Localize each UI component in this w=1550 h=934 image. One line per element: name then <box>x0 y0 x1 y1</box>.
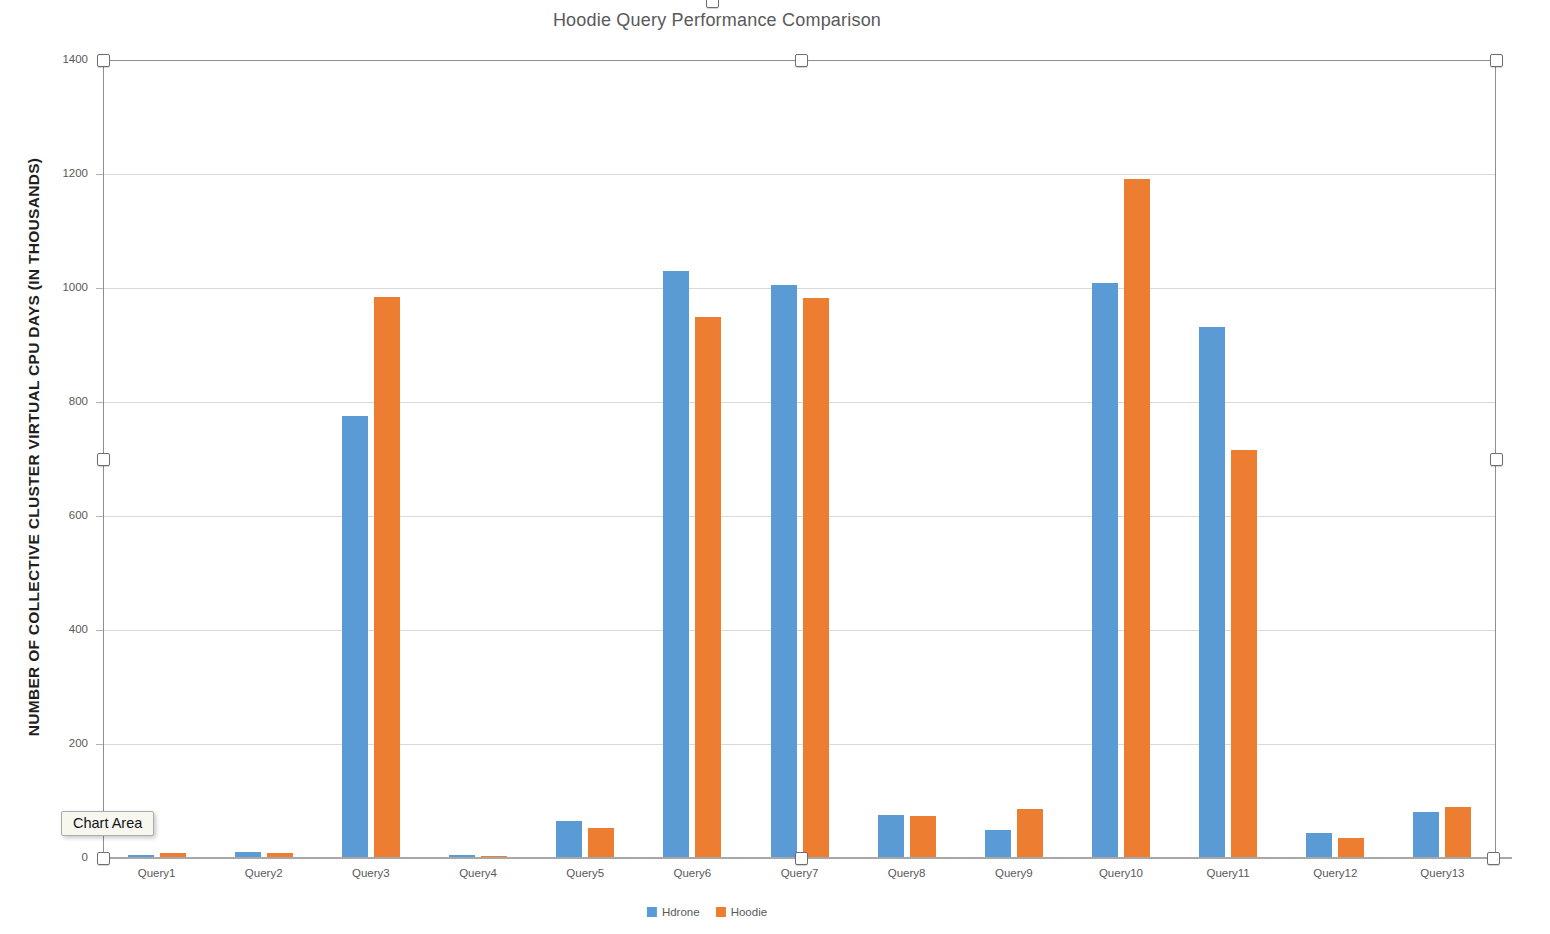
bar-hdrone-query10[interactable] <box>1092 283 1118 857</box>
bar-hoodie-query6[interactable] <box>695 317 721 858</box>
x-category-label-query11: Query11 <box>1175 867 1281 879</box>
y-tick-label-0: 0 <box>36 851 88 863</box>
bar-hdrone-query5[interactable] <box>556 821 582 857</box>
bar-hdrone-query8[interactable] <box>878 815 904 857</box>
gridline-400 <box>103 630 1496 631</box>
x-category-label-query1: Query1 <box>104 867 210 879</box>
bar-hdrone-query13[interactable] <box>1413 812 1439 857</box>
bar-hdrone-query9[interactable] <box>985 830 1011 857</box>
y-axis-title[interactable]: NUMBER OF COLLECTIVE CLUSTER VIRTUAL CPU… <box>25 158 43 737</box>
legend-item-hoodie[interactable]: Hoodie <box>716 906 767 918</box>
y-tick-label-1000: 1000 <box>36 281 88 293</box>
bar-hdrone-query6[interactable] <box>663 271 689 857</box>
bar-hoodie-query11[interactable] <box>1231 450 1257 857</box>
y-tick-mark-600 <box>96 516 103 517</box>
y-tick-label-1400: 1400 <box>36 53 88 65</box>
x-category-label-query8: Query8 <box>854 867 960 879</box>
bar-hoodie-query5[interactable] <box>588 828 614 857</box>
bar-hdrone-query12[interactable] <box>1306 833 1332 857</box>
bar-hoodie-query13[interactable] <box>1445 807 1471 857</box>
x-category-label-query4: Query4 <box>425 867 531 879</box>
chart-area-tooltip: Chart Area <box>61 811 154 836</box>
bar-hoodie-query12[interactable] <box>1338 838 1364 857</box>
x-category-label-query10: Query10 <box>1068 867 1174 879</box>
legend-item-hdrone[interactable]: Hdrone <box>647 906 700 918</box>
legend-label-hdrone: Hdrone <box>662 906 700 918</box>
bar-hoodie-query3[interactable] <box>374 297 400 857</box>
legend-swatch-hoodie <box>716 907 726 917</box>
x-category-label-query13: Query13 <box>1389 867 1495 879</box>
gridline-200 <box>103 744 1496 745</box>
x-category-label-query7: Query7 <box>747 867 853 879</box>
selection-handle-middle-right[interactable] <box>1490 453 1503 466</box>
bar-hdrone-query3[interactable] <box>342 416 368 857</box>
y-tick-mark-400 <box>96 630 103 631</box>
bar-hdrone-query11[interactable] <box>1199 327 1225 857</box>
chart-title[interactable]: Hoodie Query Performance Comparison <box>0 10 1434 31</box>
gridline-1000 <box>103 288 1496 289</box>
bar-hoodie-query9[interactable] <box>1017 809 1043 857</box>
selection-handle-bottom-center[interactable] <box>795 852 808 865</box>
y-tick-label-600: 600 <box>36 509 88 521</box>
x-category-label-query12: Query12 <box>1282 867 1388 879</box>
bar-hdrone-query7[interactable] <box>771 285 797 857</box>
bar-hoodie-query7[interactable] <box>803 298 829 857</box>
selection-handle-chart-top-center[interactable] <box>706 0 719 8</box>
gridline-600 <box>103 516 1496 517</box>
x-axis-line <box>103 857 1512 859</box>
plot-area-selection-frame[interactable] <box>103 60 1496 858</box>
selection-handle-middle-left[interactable] <box>97 453 110 466</box>
gridline-800 <box>103 402 1496 403</box>
legend-swatch-hdrone <box>647 907 657 917</box>
y-tick-mark-1200 <box>96 174 103 175</box>
y-tick-mark-1000 <box>96 288 103 289</box>
x-category-label-query6: Query6 <box>639 867 745 879</box>
x-category-label-query9: Query9 <box>961 867 1067 879</box>
bar-hoodie-query10[interactable] <box>1124 179 1150 857</box>
chart-area-tooltip-label: Chart Area <box>73 815 142 831</box>
x-category-label-query3: Query3 <box>318 867 424 879</box>
legend-label-hoodie: Hoodie <box>731 906 767 918</box>
selection-handle-top-left[interactable] <box>97 54 110 67</box>
y-tick-label-200: 200 <box>36 737 88 749</box>
legend[interactable]: Hdrone Hoodie <box>647 906 767 918</box>
x-category-label-query2: Query2 <box>211 867 317 879</box>
selection-handle-top-right[interactable] <box>1490 54 1503 67</box>
x-category-label-query5: Query5 <box>532 867 638 879</box>
gridline-1200 <box>103 174 1496 175</box>
y-tick-label-1200: 1200 <box>36 167 88 179</box>
y-tick-label-800: 800 <box>36 395 88 407</box>
chart-canvas: Hoodie Query Performance Comparison NUMB… <box>0 0 1550 934</box>
selection-handle-bottom-right[interactable] <box>1487 852 1500 865</box>
selection-handle-bottom-left[interactable] <box>97 852 110 865</box>
bar-hoodie-query8[interactable] <box>910 816 936 857</box>
selection-handle-top-center[interactable] <box>795 54 808 67</box>
y-tick-mark-200 <box>96 744 103 745</box>
y-tick-mark-800 <box>96 402 103 403</box>
y-tick-label-400: 400 <box>36 623 88 635</box>
